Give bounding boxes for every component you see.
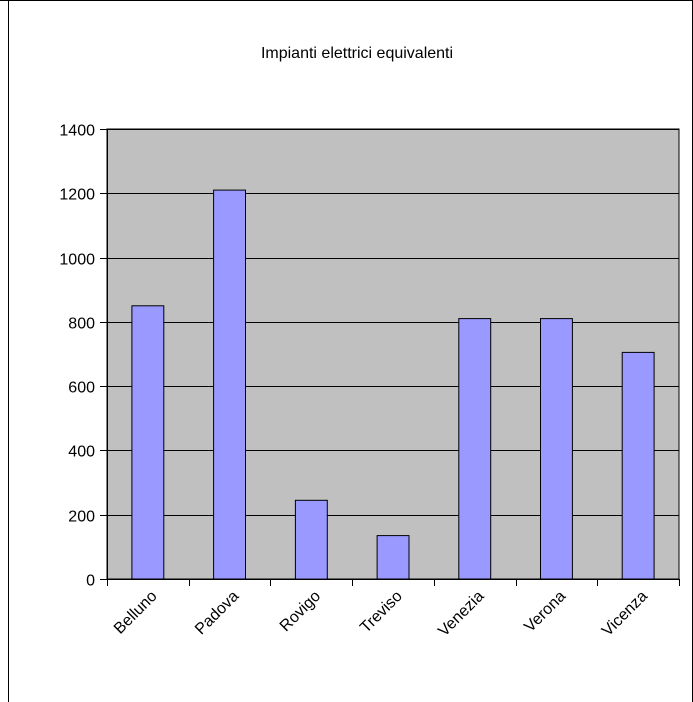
bar-rovigo — [294, 499, 328, 580]
y-tick-label: 600 — [68, 380, 95, 397]
y-tick-label: 400 — [68, 444, 95, 461]
x-tick-label: Belluno — [111, 588, 161, 638]
bar-vicenza — [621, 351, 655, 580]
bar-padova — [213, 189, 247, 580]
y-tick-label: 200 — [68, 509, 95, 526]
chart-title: Impianti elettrici equivalenti — [261, 45, 453, 62]
bar-venezia — [458, 318, 492, 580]
y-tick-label: 800 — [68, 316, 95, 333]
plot-area: 0 200 400 600 800 1000 1200 1400 Belluno Padova Ro… — [59, 123, 680, 640]
x-tick-label: Venezia — [435, 588, 487, 640]
y-tick-label: 0 — [86, 573, 95, 590]
bar-verona — [540, 318, 573, 580]
x-tick-label: Treviso — [357, 588, 406, 637]
y-tick-label: 1200 — [59, 187, 95, 204]
x-tick-label: Vicenza — [599, 588, 651, 640]
plot-background — [106, 128, 680, 580]
x-tick-label: Padova — [192, 588, 242, 638]
bar-treviso — [376, 535, 410, 580]
x-tick-label: Verona — [521, 588, 569, 636]
y-tick-label: 1400 — [59, 123, 95, 140]
bar-belluno — [131, 305, 165, 580]
x-tick-label: Rovigo — [277, 588, 324, 635]
y-tick-label: 1000 — [59, 252, 95, 269]
